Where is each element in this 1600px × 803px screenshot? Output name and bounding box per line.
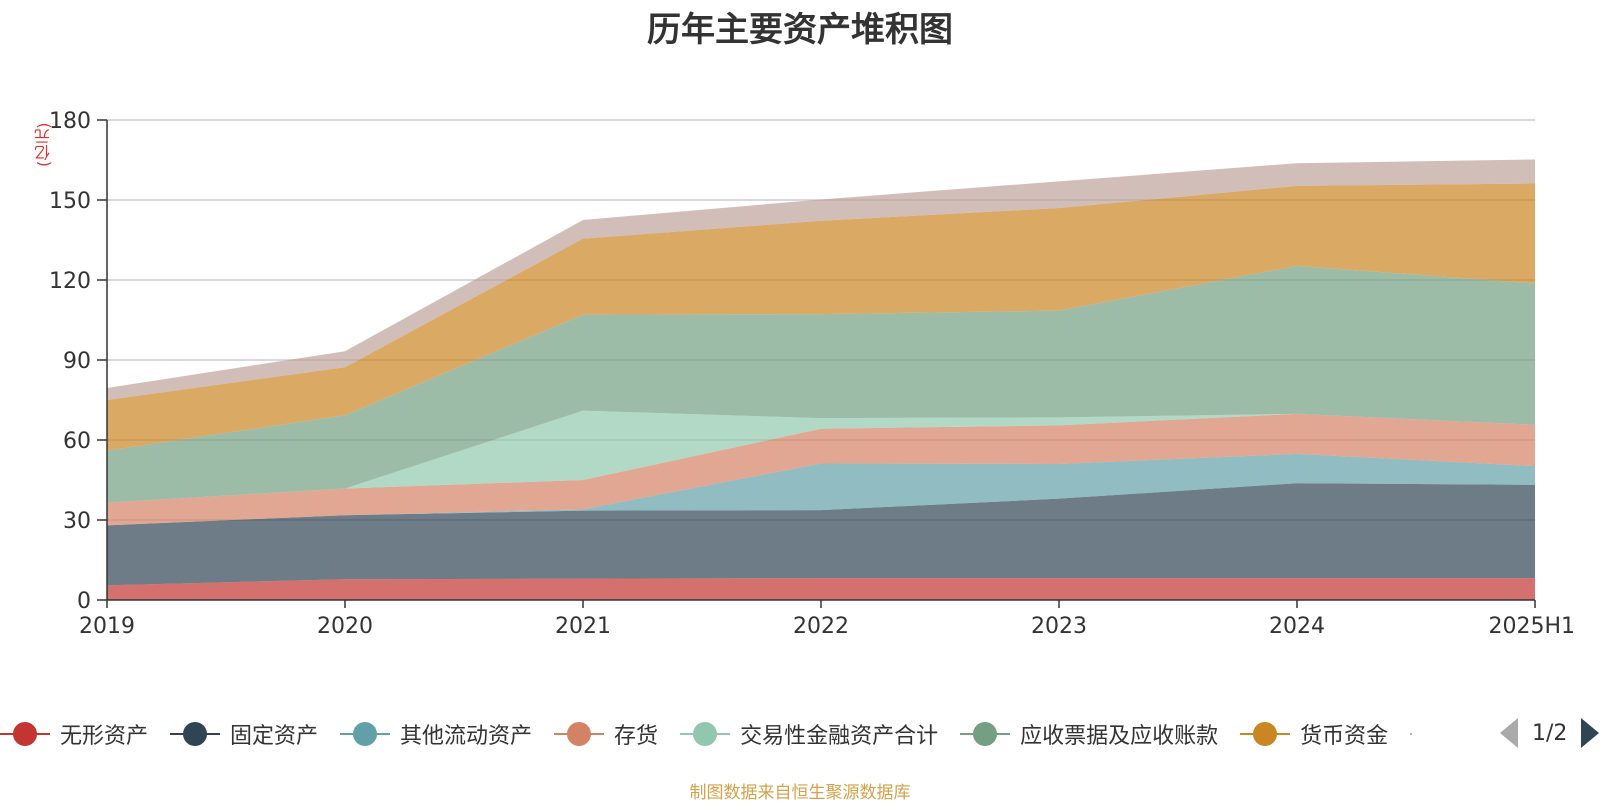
x-tick-label: 2025H1 <box>1488 614 1575 639</box>
legend-swatch-icon <box>554 719 605 749</box>
y-tick-label: 30 <box>63 509 91 534</box>
legend-item[interactable]: 存货 <box>554 718 658 750</box>
y-tick-label: 150 <box>49 189 91 214</box>
x-tick-label: 2024 <box>1269 614 1325 639</box>
area-series-1 <box>107 483 1535 586</box>
area-series-4 <box>107 410 1535 503</box>
y-tick-label: 180 <box>49 109 91 134</box>
legend-swatch-icon <box>170 719 221 749</box>
area-series-5 <box>107 265 1535 503</box>
legend-item[interactable]: 货币资金 <box>1240 718 1388 750</box>
legend-pager: 1/2 <box>1500 718 1600 748</box>
area-series-0 <box>107 578 1535 600</box>
area-series-6 <box>107 183 1535 451</box>
legend-swatch-icon <box>0 719 50 749</box>
y-tick-label: 0 <box>77 589 91 614</box>
chart-title: 历年主要资产堆积图 <box>647 10 953 50</box>
area-series-7 <box>107 159 1535 400</box>
legend-swatch-icon <box>1240 719 1291 749</box>
legend: 无形资产 固定资产 其他流动资产 存货 交易性金融资产合计 应收票据及应收账款 货币资金 <box>0 714 1600 754</box>
legend-label: 货币资金 <box>1300 724 1389 749</box>
stacked-area-chart: 0 30 60 90 120 150 180 2019 2020 2021 2022 2023 2024… <box>49 109 1575 639</box>
legend-page-indicator: 1/2 <box>1532 720 1568 746</box>
area-series-3 <box>107 413 1535 526</box>
legend-swatch-icon <box>960 719 1011 749</box>
x-tick-label: 2022 <box>793 614 849 639</box>
legend-item[interactable]: 交易性金融资产合计 <box>680 718 938 750</box>
legend-swatch-icon <box>340 719 391 749</box>
legend-item[interactable]: 无形资产 <box>0 718 148 750</box>
area-series-2 <box>107 453 1535 526</box>
data-source-note: 制图数据来自恒生聚源数据库 <box>689 783 911 803</box>
x-tick-label: 2023 <box>1031 614 1087 639</box>
legend-label: 应收票据及应收账款 <box>1020 724 1219 749</box>
y-tick-label: 90 <box>63 349 91 374</box>
legend-label: 交易性金融资产合计 <box>740 724 939 749</box>
legend-label: 固定资产 <box>230 724 319 749</box>
legend-item[interactable]: 固定资产 <box>170 718 318 750</box>
legend-overflow-dot <box>1410 733 1413 735</box>
y-tick-label: 60 <box>63 429 91 454</box>
x-tick-label: 2021 <box>555 614 611 639</box>
x-tick-label: 2020 <box>317 614 373 639</box>
legend-label: 其他流动资产 <box>400 724 533 749</box>
x-tick-label: 2019 <box>79 614 135 639</box>
legend-label: 存货 <box>614 724 659 749</box>
legend-prev-page-icon[interactable] <box>1500 718 1518 748</box>
y-tick-label: 120 <box>49 269 91 294</box>
legend-next-page-icon[interactable] <box>1581 718 1600 748</box>
legend-label: 无形资产 <box>60 724 149 749</box>
legend-swatch-icon <box>680 719 731 749</box>
legend-item[interactable]: 其他流动资产 <box>340 718 532 750</box>
legend-item[interactable]: 应收票据及应收账款 <box>960 718 1218 750</box>
